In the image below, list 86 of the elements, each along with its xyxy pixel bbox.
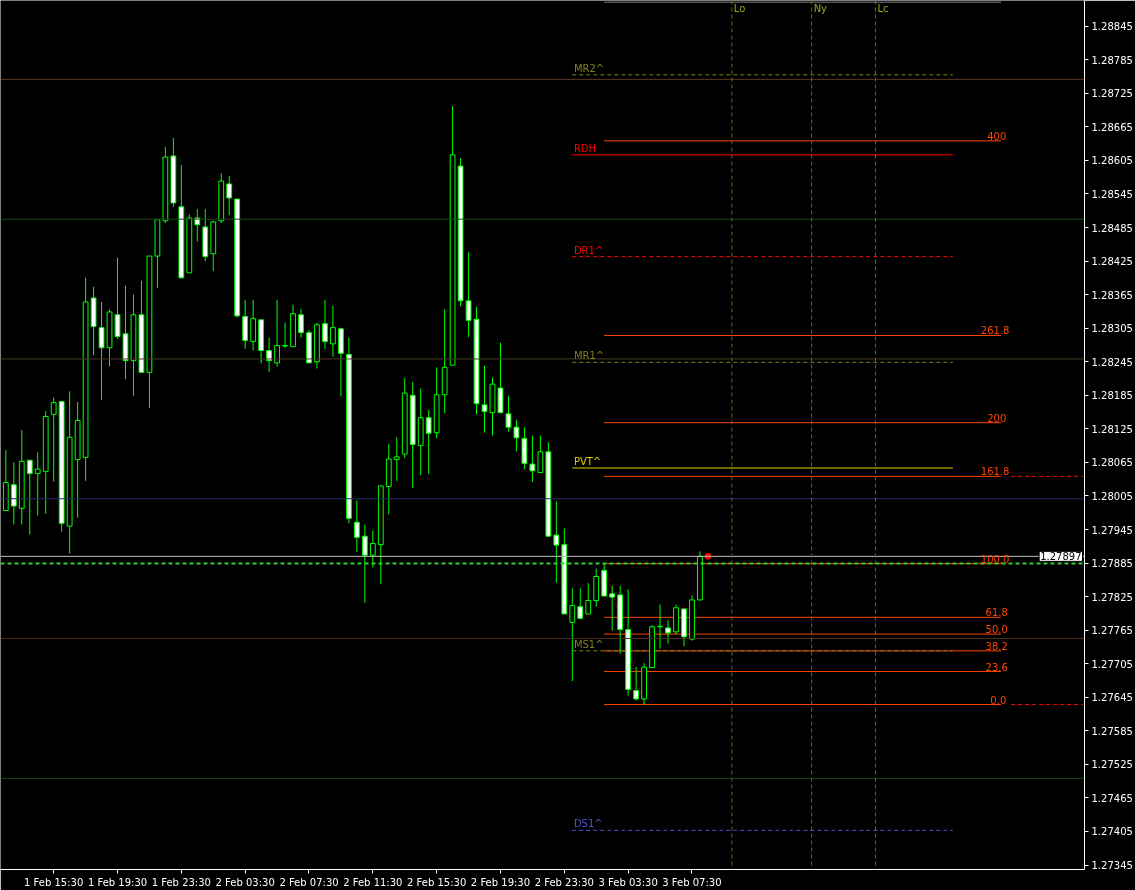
y-tick-label: 1.28605 (1091, 155, 1133, 167)
candlestick (322, 299, 328, 350)
ref-line-label: 1.27897 (1040, 551, 1082, 563)
annotation: 100.0 (980, 553, 1010, 565)
annotation: DR1^ (573, 244, 604, 256)
annotation: 61.8 (985, 607, 1008, 619)
y-tick-label: 1.28185 (1091, 390, 1133, 402)
y-tick-label: 1.28005 (1091, 490, 1133, 502)
ref-line-label: Ny (813, 2, 828, 14)
candlestick (282, 322, 288, 349)
ref-line-label: Lc (877, 2, 889, 14)
annotation: 161.8 (980, 466, 1010, 478)
candlestick (369, 530, 376, 569)
candlestick (513, 419, 520, 452)
y-tick-label: 1.27825 (1091, 591, 1133, 603)
candlestick (250, 299, 257, 352)
annotation: 0.0 (990, 694, 1007, 706)
candlestick (529, 435, 536, 483)
y-tick-label: 1.28365 (1091, 289, 1133, 301)
y-tick-label: 1.28245 (1091, 356, 1133, 368)
x-tick-label: 3 Feb 07:30 (662, 876, 722, 888)
candlestick (330, 305, 336, 358)
x-tick-label: 2 Feb 15:30 (407, 876, 467, 888)
candlestick (274, 299, 280, 368)
x-tick-label: 1 Feb 19:30 (87, 876, 148, 888)
annotation: PVT^ (573, 455, 602, 467)
annotation: 261.8 (980, 325, 1010, 337)
candlestick (226, 175, 233, 216)
candlestick (425, 409, 432, 475)
x-tick-label: 2 Feb 07:30 (279, 876, 339, 888)
candlestick (569, 587, 576, 682)
annotation: MR2^ (573, 62, 605, 74)
y-tick-label: 1.28545 (1091, 188, 1133, 200)
y-tick-label: 1.27465 (1091, 792, 1133, 804)
candlestick (537, 435, 544, 473)
y-tick-label: 1.28665 (1091, 121, 1133, 133)
candlestick (34, 451, 41, 517)
candlestick (665, 619, 671, 645)
candlestick (298, 308, 304, 339)
candlestick (633, 666, 640, 702)
y-tick-label: 1.27405 (1091, 826, 1133, 838)
candlestick (353, 499, 360, 553)
ref-line-label: Lo (733, 2, 746, 14)
candlestick (50, 397, 57, 482)
y-tick-label: 1.27885 (1091, 558, 1133, 570)
y-tick-label: 1.28065 (1091, 457, 1133, 469)
x-tick-label: 3 Feb 03:30 (598, 876, 658, 888)
annotation: MS1^ (573, 638, 604, 650)
candlestick (465, 251, 472, 338)
candlestick (505, 395, 512, 433)
x-tick-label: 2 Feb 19:30 (470, 876, 531, 888)
y-tick-label: 1.27345 (1091, 860, 1133, 872)
annotation: 50.0 (985, 624, 1008, 636)
annotation: DS1^ (573, 818, 603, 830)
y-tick-label: 1.27705 (1091, 658, 1133, 670)
y-tick-label: 1.28785 (1091, 54, 1133, 66)
y-tick-label: 1.28845 (1091, 21, 1133, 33)
y-tick-label: 1.27585 (1091, 725, 1133, 737)
y-tick-label: 1.27645 (1091, 692, 1133, 704)
y-tick-label: 1.27525 (1091, 759, 1133, 771)
x-tick-label: 1 Feb 23:30 (151, 876, 211, 888)
x-tick-label: 2 Feb 11:30 (343, 876, 403, 888)
x-tick-label: 2 Feb 03:30 (215, 876, 275, 888)
y-tick-label: 1.27945 (1091, 524, 1133, 536)
y-tick-label: 1.28485 (1091, 222, 1133, 234)
candlestick (553, 501, 560, 584)
candlestick (609, 584, 616, 632)
y-tick-label: 1.28305 (1091, 323, 1133, 335)
y-tick-label: 1.28725 (1091, 88, 1133, 100)
candlestick (361, 523, 368, 604)
y-tick-label: 1.27765 (1091, 625, 1133, 637)
annotation: 400 (987, 130, 1007, 142)
candlestick (585, 582, 592, 615)
y-tick-label: 1.28125 (1091, 423, 1133, 435)
candlestick (393, 436, 400, 482)
candlestick (26, 459, 33, 536)
candlestick (10, 461, 17, 525)
x-tick-label: 1 Feb 15:30 (24, 876, 84, 888)
x-tick-label: 2 Feb 23:30 (534, 876, 594, 888)
annotation: MR1^ (573, 350, 605, 362)
annotation: RDH (573, 142, 597, 154)
annotation: 200 (987, 412, 1007, 424)
annotation: 23.6 (985, 661, 1008, 673)
annotation: 38.2 (985, 640, 1008, 652)
y-tick-label: 1.28425 (1091, 256, 1133, 268)
candlestick (577, 587, 584, 620)
